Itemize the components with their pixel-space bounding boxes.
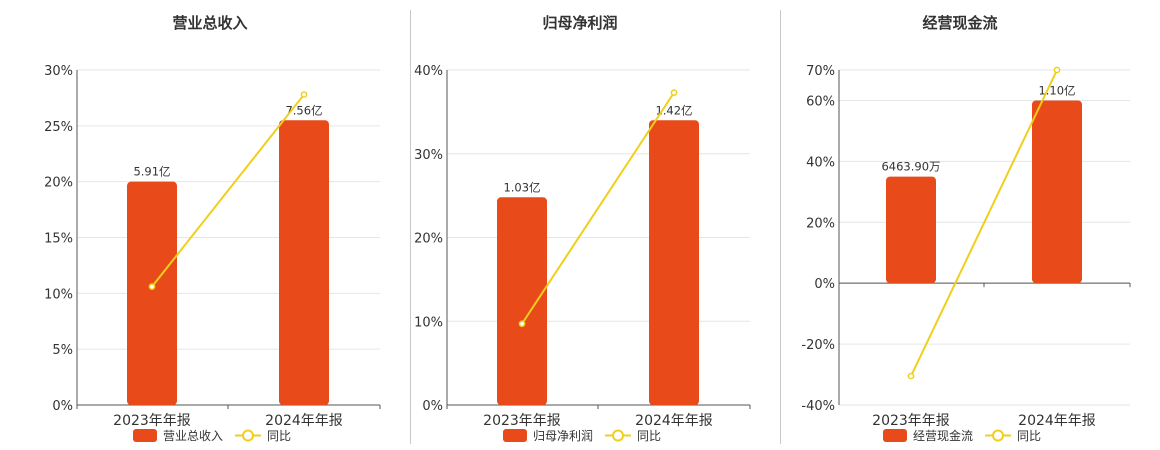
panel-divider [780,10,781,444]
y-tick-label: 25% [44,120,73,135]
legend-label: 归母净利润 [533,429,593,443]
y-tick-label: 20% [44,176,73,191]
yoy-line [521,92,675,325]
yoy-point [148,283,156,290]
legend-label: 营业总收入 [163,429,223,443]
chart-title: 营业总收入 [172,14,247,32]
bar [279,120,329,405]
yoy-line [151,93,305,288]
legend-swatch-bar [133,429,157,442]
legend-swatch-point [612,429,624,442]
y-tick-label: -40% [801,399,835,414]
panel-divider [410,10,411,444]
legend-label: 同比 [267,429,291,443]
bar [127,181,177,405]
legend-label: 经营现金流 [913,428,973,443]
y-tick-label: 40% [806,155,835,170]
y-tick-label: 30% [414,148,443,163]
legend-swatch-point [992,429,1004,442]
x-tick-label: 2023年年报 [113,413,191,429]
yoy-point [1053,66,1061,74]
y-tick-label: 10% [414,315,443,330]
bar-data-label: 5.91亿 [133,165,170,179]
net-profit-chart: 归母净利润 0% 10% 20% 30% 40% 1.03亿 1.42亿 2023年年报 2024… [414,14,751,443]
yoy-line [910,69,1058,377]
y-tick-label: 0% [422,399,443,414]
revenue-chart: 营业总收入0%5%10%15%20%25%30%5.91亿7.56亿2023年年… [44,14,381,443]
y-tick-label: 60% [806,94,835,109]
x-tick-label: 2024年年报 [265,413,343,429]
bar-data-label: 1.10亿 [1038,83,1075,97]
yoy-point [300,91,308,98]
chart-title: 经营现金流 [922,14,997,32]
y-tick-label: 70% [806,64,835,79]
x-tick-label: 2023年年报 [872,413,950,429]
legend-label: 同比 [637,429,661,443]
yoy-point [670,89,678,96]
legend-swatch-bar [503,429,527,442]
y-tick-label: 5% [52,343,73,358]
bar [1032,100,1082,284]
bar [886,176,936,284]
legend-swatch-bar [883,429,907,442]
y-tick-label: 0% [814,277,835,292]
y-tick-label: 0% [52,399,73,414]
bar-data-label: 1.42亿 [655,103,692,117]
bar-data-label: 1.03亿 [503,180,540,194]
y-tick-label: 15% [44,232,73,247]
yoy-point [518,320,526,328]
x-tick-label: 2024年年报 [635,413,713,429]
y-tick-label: 10% [44,287,73,302]
bar-data-label: 6463.90万 [881,160,940,174]
y-tick-label: -20% [801,338,835,353]
x-tick-label: 2023年年报 [483,413,561,429]
x-tick-label: 2024年年报 [1018,413,1096,429]
y-tick-label: 20% [806,216,835,231]
y-tick-label: 20% [414,232,443,247]
legend-label: 同比 [1017,429,1041,443]
legend-swatch-point [242,429,254,442]
operating-cashflow-chart: 经营现金流 -40% -20% 0% 20% 40% 60% 70% 6463.90万 1.10亿… [801,14,1131,443]
y-tick-label: 40% [414,64,443,79]
bar [497,197,547,405]
bar [649,120,699,405]
chart-title: 归母净利润 [542,14,617,32]
y-tick-label: 30% [44,64,73,79]
yoy-point [907,372,915,380]
